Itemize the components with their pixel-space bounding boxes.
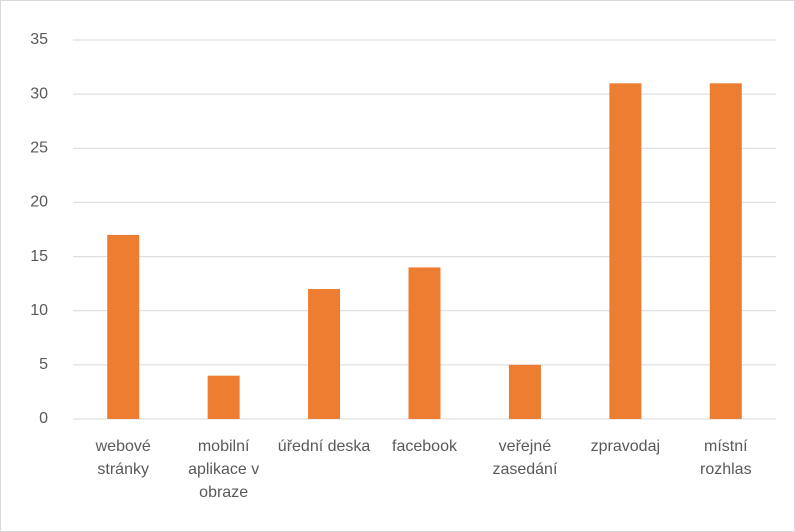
x-tick-label: místní rozhlas: [699, 438, 752, 478]
bar: [308, 289, 341, 419]
bar: [508, 364, 541, 419]
x-tick-label: úřední deska: [277, 438, 371, 455]
bar: [207, 375, 240, 419]
y-tick-label: 0: [39, 410, 48, 427]
bar: [107, 234, 140, 419]
y-tick-label: 15: [30, 248, 48, 265]
x-tick-label: veřejné zasedání: [492, 438, 558, 478]
y-tick-label: 25: [30, 140, 48, 157]
x-tick-label: webové stránky: [95, 438, 151, 478]
x-tick-label: zpravodaj: [590, 438, 661, 455]
y-tick-label: 20: [30, 194, 48, 211]
x-tick-label: mobilní aplikace v obraze: [188, 438, 260, 501]
bar: [709, 83, 742, 420]
y-tick-label: 30: [30, 85, 48, 102]
y-tick-label: 35: [30, 31, 48, 48]
bar: [609, 83, 642, 420]
bar: [408, 267, 441, 419]
y-tick-label: 10: [30, 302, 48, 319]
y-tick-label: 5: [39, 356, 48, 373]
x-tick-label: facebook: [392, 438, 457, 455]
